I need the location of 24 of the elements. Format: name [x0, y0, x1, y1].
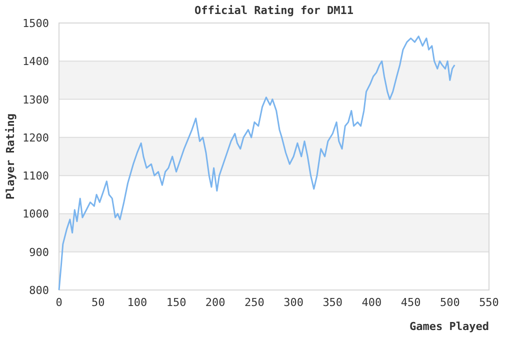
x-axis-title: Games Played: [410, 320, 489, 333]
y-tick-label: 1000: [22, 208, 49, 221]
line-series: [58, 36, 456, 291]
x-tick-label: 150: [166, 296, 186, 309]
x-tick-label: 400: [362, 296, 382, 309]
y-tick-label: 1300: [22, 93, 49, 106]
x-tick-label: 300: [284, 296, 304, 309]
y-tick-label: 900: [29, 246, 49, 259]
chart-title: Official Rating for DM11: [194, 4, 354, 17]
x-tick-label: 100: [127, 296, 148, 309]
x-tick-label: 0: [56, 296, 62, 309]
y-tick-label: 800: [29, 284, 49, 297]
y-axis-title: Player Rating: [4, 113, 17, 200]
y-tick-label: 1500: [22, 17, 49, 30]
y-tick-label: 1200: [22, 131, 49, 144]
x-tick-label: 250: [244, 296, 264, 309]
x-tick-label: 350: [322, 296, 343, 309]
y-tick-label: 1100: [22, 170, 49, 183]
x-tick-label: 550: [479, 296, 499, 309]
y-tick-label: 1400: [22, 55, 49, 68]
x-tick-label: 500: [440, 296, 460, 309]
x-tick-label: 450: [400, 296, 421, 309]
x-tick-label: 200: [205, 296, 226, 309]
x-tick-label: 50: [91, 296, 105, 309]
